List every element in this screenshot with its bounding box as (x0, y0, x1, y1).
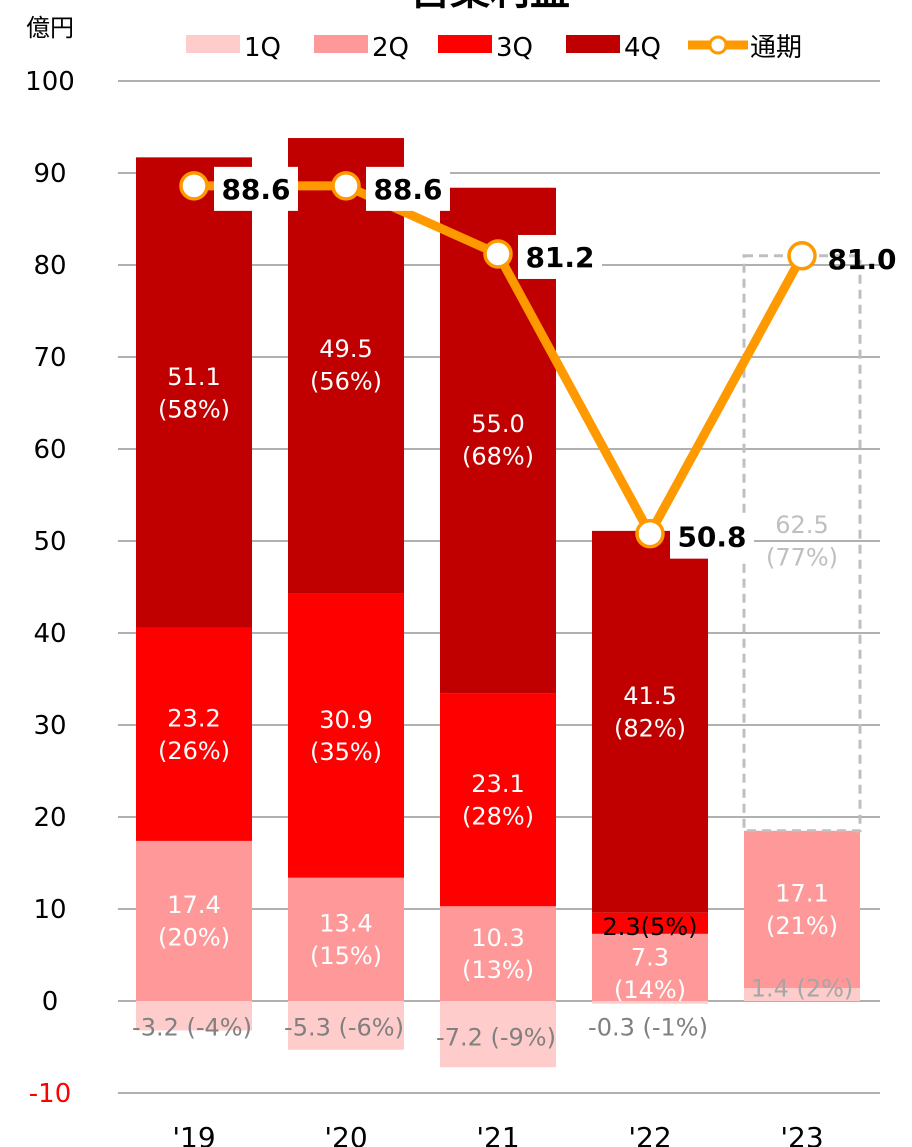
label-2q: 7.3 (14%) (614, 944, 686, 1004)
label-2q: 17.4 (20%) (158, 891, 230, 951)
bar-2q (744, 830, 860, 989)
label-3q: 23.2 (26%) (158, 704, 230, 764)
label-1q: -7.2 (-9%) (436, 1023, 556, 1051)
bar-2q (592, 933, 708, 1001)
label-2q: 17.1 (21%) (766, 880, 838, 940)
total-point (331, 171, 361, 201)
bar-1q (592, 1001, 708, 1004)
total-point (635, 518, 665, 549)
total-label-box (214, 166, 298, 211)
x-axis: '19 '20 '21 '22 '23 (172, 1121, 823, 1147)
bar-2q (136, 840, 252, 1001)
legend: 1Q 2Q 3Q 4Q 通期 (186, 33, 802, 63)
legend-swatch-3q (438, 35, 492, 53)
legend-swatch-2q (314, 35, 368, 53)
total-line: 88.6 88.6 81.2 50.8 81.0 (179, 166, 897, 559)
bar-2q (288, 877, 404, 1001)
label-1q: -5.3 (-6%) (284, 1013, 404, 1041)
y-unit-label: 億円 (26, 14, 74, 42)
chart-title: 営業利益 (410, 0, 570, 14)
bar-1q (288, 1001, 404, 1050)
legend-swatch-4q (566, 35, 620, 53)
legend-marker (708, 35, 728, 55)
label-3q: 23.1 (28%) (462, 770, 534, 830)
y-tick-label: 10 (33, 895, 66, 925)
bar-1q (136, 1001, 252, 1031)
label-3q: 30.9 (35%) (310, 706, 382, 766)
y-tick-label: 0 (42, 987, 59, 1017)
label-2q: 13.4 (15%) (310, 910, 382, 970)
legend-swatch-1q (186, 35, 240, 53)
bars (136, 138, 862, 1068)
y-tick-label: 100 (25, 67, 75, 97)
bar-3q (136, 627, 252, 841)
x-tick-label: '21 (476, 1121, 519, 1147)
total-point (787, 241, 817, 271)
label-1q: -3.2 (-4%) (132, 1013, 252, 1041)
label-3q: 2.3(5%) (603, 913, 698, 941)
bar-4q (136, 157, 252, 628)
x-tick-label: '22 (628, 1121, 671, 1147)
label-4q: 41.5 (82%) (614, 682, 686, 742)
total-label-box (670, 514, 754, 559)
total-point (483, 239, 513, 269)
y-tick-label: 70 (33, 343, 66, 373)
bar-4q (288, 138, 404, 594)
y-tick-label: -10 (29, 1079, 71, 1109)
bar-1q (744, 988, 860, 1001)
bar-labels: -3.2 (-4%) 17.4 (20%) 23.2 (26%) 51.1 (58%) -5.… (132, 335, 853, 1051)
total-point (179, 171, 209, 201)
label-1q: 1.4 (2%) (751, 974, 854, 1002)
total-label-box (366, 166, 450, 211)
legend-label: 3Q (496, 33, 533, 63)
legend-label: 4Q (624, 33, 661, 63)
bar-3q (592, 912, 708, 934)
label-4q: 55.0 (68%) (462, 410, 534, 470)
total-label-box (518, 234, 602, 279)
x-tick-label: '19 (172, 1121, 215, 1147)
y-tick-label: 40 (33, 619, 66, 649)
y-tick-label: 20 (33, 803, 66, 833)
label-2q: 10.3 (13%) (462, 924, 534, 984)
y-tick-label: 90 (33, 159, 66, 189)
bar-3q (288, 593, 404, 878)
label-4q: 62.5 (77%) (766, 511, 838, 571)
total-label: 88.6 (373, 173, 442, 206)
bar-3q (440, 693, 556, 907)
label-4q: 51.1 (58%) (158, 363, 230, 423)
y-tick-label: 50 (33, 527, 66, 557)
total-label: 81.0 (827, 243, 896, 276)
total-label: 88.6 (221, 173, 290, 206)
y-tick-label: 30 (33, 711, 66, 741)
x-tick-label: '20 (324, 1121, 367, 1147)
y-tick-label: 80 (33, 251, 66, 281)
x-tick-label: '23 (780, 1121, 823, 1147)
bar-2q (440, 906, 556, 1001)
legend-label: 通期 (750, 33, 802, 63)
label-4q: 49.5 (56%) (310, 335, 382, 395)
total-label: 81.2 (525, 241, 594, 274)
bar-1q (440, 1001, 556, 1068)
label-1q: -0.3 (-1%) (588, 1013, 708, 1041)
y-axis: -10 0 10 20 30 40 50 60 70 80 90 100 (25, 67, 75, 1109)
legend-label: 1Q (244, 33, 281, 63)
legend-label: 2Q (372, 33, 409, 63)
y-tick-label: 60 (33, 435, 66, 465)
total-label: 50.8 (677, 521, 746, 554)
bar-4q (592, 530, 708, 913)
